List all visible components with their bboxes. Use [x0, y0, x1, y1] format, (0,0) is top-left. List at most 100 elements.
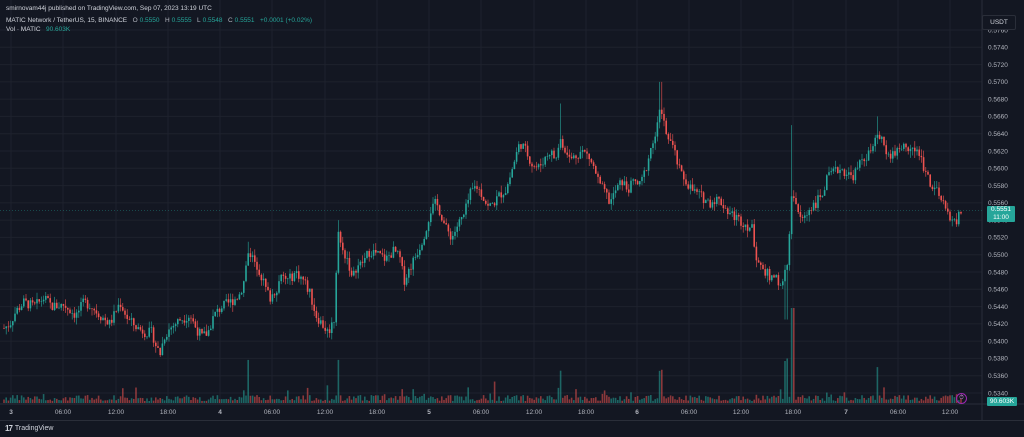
volume-bar [163, 400, 166, 403]
volume-bar [16, 395, 18, 403]
candle-body [634, 179, 637, 182]
candle-body [14, 313, 16, 322]
volume-bar [265, 400, 267, 403]
candle-body [621, 180, 623, 186]
volume-bar [810, 400, 813, 403]
volume-bar [379, 399, 381, 403]
volume-bar [342, 400, 344, 403]
volume-bar [240, 397, 243, 403]
candle-body [51, 302, 54, 310]
volume-bar [93, 399, 95, 403]
candle-body [557, 147, 560, 158]
candle-body [20, 306, 23, 310]
volume-bar [922, 400, 925, 403]
candle-body [271, 294, 274, 302]
volume-bar [372, 395, 375, 403]
candle-body [958, 211, 960, 225]
candle-body [408, 268, 410, 278]
candle-body [438, 205, 441, 216]
volume-bar [80, 398, 82, 403]
volume-bar [647, 395, 650, 403]
x-tick-label: 18:00 [369, 409, 386, 416]
candle-body [190, 317, 192, 319]
candle-body [623, 181, 626, 186]
candle-body [685, 179, 687, 185]
volume-bar [168, 398, 170, 403]
candle-body [49, 298, 51, 303]
candle-body [955, 219, 958, 225]
candle-body [504, 193, 507, 196]
volume-bar [291, 398, 293, 403]
volume-bar [27, 396, 29, 403]
volume-bar [837, 398, 839, 403]
volume-bar [348, 396, 351, 403]
candle-body [471, 188, 474, 190]
candle-body [885, 145, 887, 155]
candle-body [12, 321, 14, 326]
candle-body [390, 255, 392, 258]
candle-body [603, 184, 606, 190]
candle-body [823, 190, 826, 196]
volume-bar [533, 399, 535, 403]
candle-body [238, 294, 241, 300]
volume-bar [71, 397, 73, 403]
candle-body [82, 298, 84, 303]
candle-body [812, 202, 815, 211]
volume-bar [742, 396, 744, 403]
candle-body [482, 196, 485, 201]
candle-body [309, 288, 311, 292]
volume-bar [531, 398, 533, 403]
currency-badge[interactable]: USDT [982, 15, 1016, 30]
volume-bar [504, 397, 507, 403]
volume-bar [746, 398, 749, 403]
volume-bar [936, 400, 938, 403]
candle-body [641, 176, 643, 182]
volume-bar [925, 396, 927, 403]
y-tick-label: 0.5700 [988, 79, 1008, 86]
attribution-text: smirnovam44j published on TradingView.co… [6, 5, 212, 12]
volume-bar [557, 387, 560, 403]
candle-body [564, 147, 566, 153]
volume-bar [29, 398, 32, 403]
candle-body [949, 211, 951, 221]
candle-body [821, 195, 824, 197]
volume-bar [91, 397, 93, 403]
volume-bar [416, 398, 419, 403]
volume-bar [9, 397, 12, 403]
candle-body [544, 156, 546, 165]
candle-body [364, 258, 366, 263]
candle-body [790, 196, 793, 235]
volume-bar [133, 398, 135, 403]
candle-body [639, 181, 641, 185]
candle-body [942, 200, 945, 202]
candle-body [808, 210, 810, 216]
volume-bar [645, 395, 648, 403]
volume-bar [566, 395, 568, 403]
candle-body [58, 307, 60, 309]
volume-bar [680, 399, 683, 403]
candle-body [599, 176, 601, 184]
volume-bar [709, 397, 711, 403]
candle-body [896, 148, 898, 156]
volume-bar [601, 393, 604, 403]
candle-body [579, 151, 582, 159]
y-tick-label: 0.5600 [988, 166, 1008, 173]
volume-bar [522, 395, 524, 403]
symbol-name[interactable]: MATIC Network / TetherUS, 15, BINANCE [6, 17, 128, 24]
candle-body [452, 235, 454, 240]
volume-bar [546, 396, 549, 403]
candle-body [38, 299, 40, 302]
alert-clock-icon[interactable]: ⏱ [956, 393, 967, 404]
candle-body [295, 271, 298, 274]
volume-bar [364, 396, 366, 403]
candle-body [27, 300, 29, 309]
volume-bar [212, 395, 214, 403]
candle-body [801, 216, 804, 218]
candle-body [922, 157, 925, 171]
candle-body [676, 150, 678, 165]
volume-bar [179, 398, 181, 403]
volume-bar [735, 396, 738, 403]
volume-label[interactable]: Vol · MATIC [6, 26, 41, 33]
tradingview-logo[interactable]: 17 TradingView [5, 424, 53, 433]
